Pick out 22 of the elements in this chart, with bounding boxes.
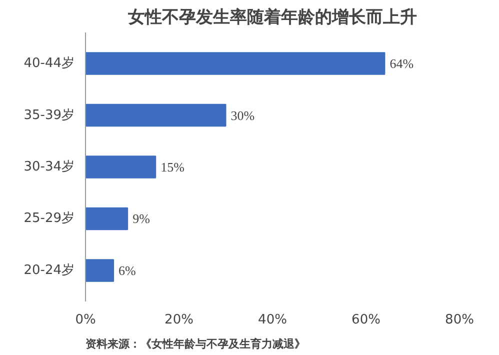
bar [86,259,114,282]
text: 资料来源：《女性年龄与不孕及生育力减退》 [86,338,306,350]
data-label: 6% [118,262,136,278]
data-label: 15% [160,160,185,174]
x-tick-label: 40% [258,312,287,328]
x-tick-label: 80% [445,312,474,328]
x-tick-label: 0% [75,312,96,328]
y-tick-label: 30-34岁 [24,160,75,174]
y-tick-label: 25-29岁 [24,211,75,226]
x-tick-label: 60% [352,312,380,328]
data-label: 9% [132,211,150,226]
data-label: 64% [390,56,414,72]
chart-title: 女性不孕发生率随着年龄的增长而上升 [127,8,417,28]
bar [86,52,386,75]
x-tick-label: 20% [164,312,194,328]
y-tick-label: 20-24岁 [24,262,75,278]
data-label: 30% [230,108,255,123]
y-tick-label: 40-44岁 [24,56,75,72]
bar [86,156,156,178]
y-tick-label: 35-39岁 [24,108,75,123]
bar [86,104,226,127]
bar [86,207,128,230]
